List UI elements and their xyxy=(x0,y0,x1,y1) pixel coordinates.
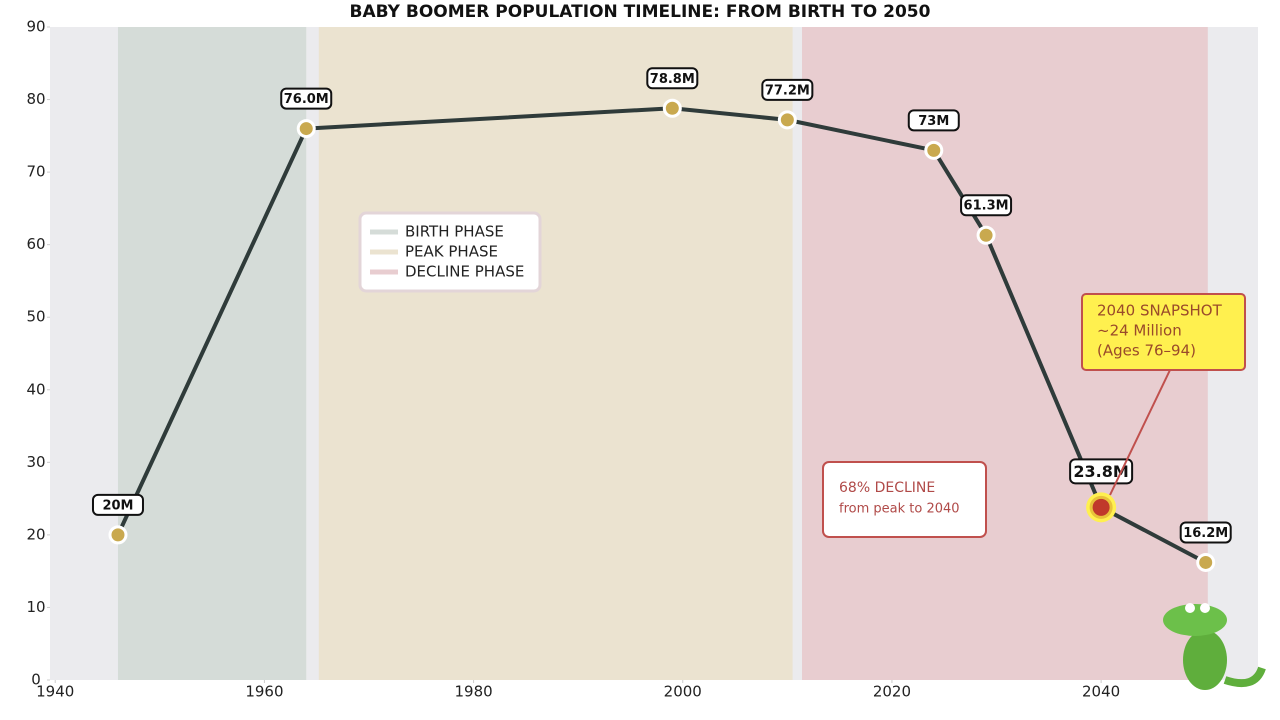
annotation-box xyxy=(822,461,987,538)
y-tick-label: 80 xyxy=(26,90,45,108)
annotation-text: from peak to 2040 xyxy=(839,502,960,517)
value-label: 77.2M xyxy=(765,83,810,98)
data-point xyxy=(296,119,316,139)
mascot-eye xyxy=(1185,603,1195,613)
legend-box xyxy=(358,211,542,293)
legend: BIRTH PHASE PEAK PHASE DECLINE PHASE xyxy=(358,211,542,293)
y-tick-label: 10 xyxy=(26,598,45,616)
phase-band xyxy=(117,27,307,680)
value-label-box xyxy=(960,194,1013,217)
value-label: 73M xyxy=(918,114,949,129)
snapshot-annotation: 2040 SNAPSHOT ~24 Million (Ages 76–94) xyxy=(1081,293,1246,496)
value-label: 78.8M xyxy=(650,72,695,87)
connector xyxy=(1109,369,1171,496)
legend-label: PEAK PHASE xyxy=(405,243,498,261)
value-label-box xyxy=(1179,521,1232,544)
mascot-head xyxy=(1163,604,1227,636)
annotation-text: (Ages 76–94) xyxy=(1097,342,1196,360)
legend-label: BIRTH PHASE xyxy=(405,223,504,241)
annotation-text: 2040 SNAPSHOT xyxy=(1097,302,1223,320)
x-tick-label: 1960 xyxy=(245,683,283,701)
data-point xyxy=(924,140,944,160)
data-point xyxy=(1196,552,1216,572)
y-tick-label: 50 xyxy=(26,308,45,326)
decline-annotation: 68% DECLINE from peak to 2040 xyxy=(822,461,987,538)
y-tick-label: 20 xyxy=(26,525,45,543)
y-tick-label: 70 xyxy=(26,163,45,181)
value-label-box xyxy=(907,109,960,132)
data-point xyxy=(976,225,996,245)
value-label-box xyxy=(91,493,144,516)
legend-label: DECLINE PHASE xyxy=(405,263,524,281)
x-tick-label: 2000 xyxy=(664,683,702,701)
mascot-eye xyxy=(1200,603,1210,613)
y-tick-label: 30 xyxy=(26,453,45,471)
annotation-text: ~24 Million xyxy=(1097,322,1182,340)
mascot-tail xyxy=(1223,666,1266,687)
mascot-body xyxy=(1183,630,1227,690)
x-tick-label: 1980 xyxy=(454,683,492,701)
data-point xyxy=(1089,495,1113,519)
value-label-box xyxy=(646,67,699,90)
value-label: 76.0M xyxy=(284,92,329,107)
value-label: 61.3M xyxy=(964,199,1009,214)
value-label-box xyxy=(761,78,814,101)
x-tick-label: 1940 xyxy=(36,683,74,701)
y-tick-label: 90 xyxy=(26,18,45,36)
x-tick-label: 2020 xyxy=(873,683,911,701)
value-label-box xyxy=(1069,458,1134,485)
x-tick-label: 2040 xyxy=(1082,683,1120,701)
data-point xyxy=(777,110,797,130)
annotation-text: 68% DECLINE xyxy=(839,480,935,496)
annotation-box xyxy=(1081,293,1246,371)
chart-title: BABY BOOMER POPULATION TIMELINE: FROM BI… xyxy=(350,2,931,22)
value-label: 20M xyxy=(102,498,133,513)
data-point xyxy=(662,98,682,118)
value-label: 23.8M xyxy=(1073,462,1128,481)
y-tick-label: 0 xyxy=(31,671,41,689)
y-tick-label: 40 xyxy=(26,380,45,398)
data-point xyxy=(108,525,128,545)
value-label: 16.2M xyxy=(1183,526,1228,541)
value-label-box xyxy=(280,87,333,110)
y-tick-label: 60 xyxy=(26,235,45,253)
phase-band xyxy=(318,27,793,680)
mascot xyxy=(1163,603,1266,690)
